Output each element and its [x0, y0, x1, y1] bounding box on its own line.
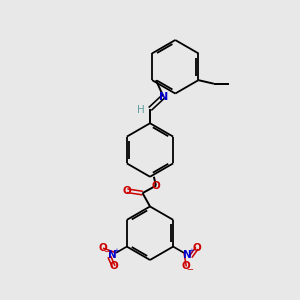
Text: O: O — [193, 243, 201, 253]
Text: +: + — [114, 248, 119, 254]
Text: −: − — [103, 247, 110, 256]
Text: N: N — [183, 250, 192, 260]
Text: +: + — [188, 248, 194, 254]
Text: O: O — [123, 186, 131, 196]
Text: O: O — [99, 243, 107, 253]
Text: N: N — [159, 92, 168, 101]
Text: O: O — [109, 262, 118, 272]
Text: N: N — [108, 250, 117, 260]
Text: O: O — [182, 262, 191, 272]
Text: H: H — [136, 105, 144, 115]
Text: −: − — [186, 266, 194, 274]
Text: O: O — [152, 181, 160, 191]
